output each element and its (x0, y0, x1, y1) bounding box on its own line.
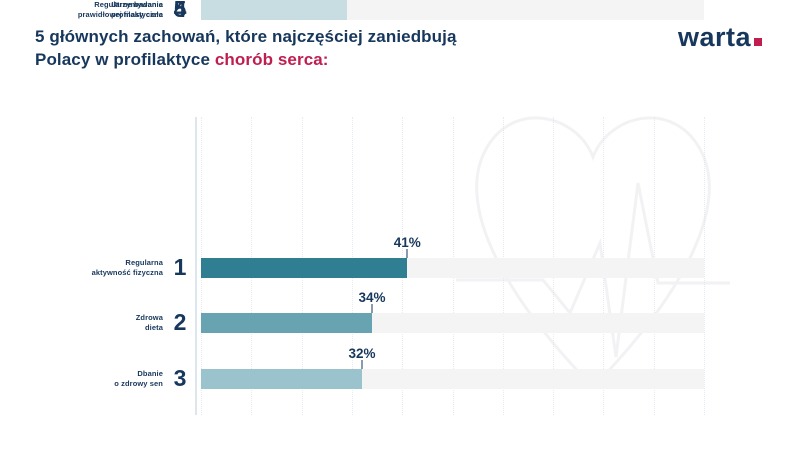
rank-number: 5 (173, 0, 187, 22)
value-label: 41% (393, 235, 421, 250)
bar-track: 29% (201, 0, 704, 20)
bar-row: Dbanie o zdrowy sen 3 32% (0, 346, 800, 391)
warta-logo-text: warta (677, 22, 751, 52)
category-label: Utrzymywanie prawidłowej masy ciała (77, 0, 163, 19)
rank-number: 3 (173, 365, 187, 391)
title-line2: Polacy w profilaktyce chorób serca: (35, 50, 329, 69)
value-tick (371, 304, 373, 313)
category-label: Regularna aktywność fizyczna (91, 258, 163, 277)
page-title: 5 głównych zachowań, które najczęściej z… (35, 25, 457, 71)
bar-fill (201, 313, 373, 333)
bar-track: 41% (201, 235, 704, 278)
bar-track: 34% (201, 290, 704, 333)
rank-number: 2 (173, 309, 187, 335)
value-tick (406, 249, 408, 258)
value-label: 32% (348, 346, 376, 361)
bar-row: Zdrowa dieta 2 34% (0, 290, 800, 335)
rank-number: 4 (173, 0, 187, 22)
y-axis-line (195, 117, 197, 415)
bar-row: Regularne badania profilaktyczne 5 29% (0, 0, 800, 22)
bar-row: Regularna aktywność fizyczna 1 41% (0, 235, 800, 280)
category-label: Dbanie o zdrowy sen (114, 369, 163, 388)
warta-logo: warta (678, 22, 762, 53)
value-label: 34% (358, 290, 386, 305)
rank-number: 1 (173, 254, 187, 280)
category-label: Zdrowa dieta (135, 313, 163, 332)
value-tick (361, 360, 363, 369)
bar-fill (201, 0, 347, 20)
bar-track: 32% (201, 346, 704, 389)
warta-logo-dot-icon (754, 38, 762, 46)
category-label: Regularne badania profilaktyczne (94, 0, 163, 19)
bar-fill (201, 258, 408, 278)
title-highlight: chorób serca: (214, 50, 329, 69)
title-line1: 5 głównych zachowań, które najczęściej z… (35, 27, 457, 46)
bar-fill (201, 369, 362, 389)
